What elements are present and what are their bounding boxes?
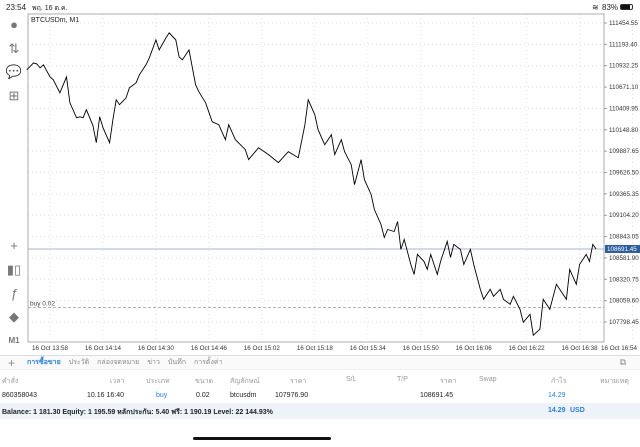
- x-tick-label: 16 Oct 15:50: [403, 345, 440, 352]
- y-axis: 111454.55 111193.40 110932.25 110671.10 1104…: [604, 20, 639, 326]
- wifi-icon: ≋: [592, 3, 599, 12]
- currency: USD: [570, 407, 585, 414]
- tab-news[interactable]: ข่าว: [147, 359, 160, 366]
- y-tick-label: 109365.35: [609, 191, 639, 198]
- col-size: ขนาด: [195, 378, 214, 385]
- col-price: ราคา: [290, 378, 307, 385]
- home-indicator: [193, 437, 331, 440]
- candles-icon[interactable]: ▮▯: [6, 262, 22, 277]
- total-profit: 14.29: [548, 407, 566, 414]
- indicator-icon[interactable]: ƒ: [10, 285, 18, 301]
- y-tick-label: 109887.65: [609, 148, 639, 155]
- symbol-label: BTCUSDm, M1: [31, 17, 79, 24]
- date: พฤ. 16 ต.ค.: [32, 5, 68, 12]
- col-price-current: ราคา: [440, 378, 457, 385]
- x-tick-label: 16 Oct 15:34: [350, 345, 387, 352]
- price-chart[interactable]: BTCUSDm, M1 buy 0.02 111454.55111193.401…: [0, 0, 640, 355]
- balance-row: Balance: 1 181.30 Equity: 1 195.59 หลักป…: [0, 403, 640, 419]
- y-tick-label: 109104.20: [609, 212, 639, 219]
- y-tick-label: 110148.80: [609, 127, 639, 134]
- col-profit: กำไร: [551, 378, 567, 385]
- col-type: ประเภท: [146, 378, 170, 385]
- battery-icon: [620, 4, 633, 10]
- x-tick-label: 16 Oct 13:58: [32, 345, 69, 352]
- x-tick-label: 16 Oct 14:14: [85, 345, 122, 352]
- tab-journal[interactable]: บันทึก: [167, 359, 186, 366]
- y-tick-label: 110671.10: [609, 84, 639, 91]
- objects-icon[interactable]: ◆: [9, 309, 19, 324]
- table-row[interactable]: 860358043 10.16 16:40 buy 0.02 btcusdm 1…: [2, 392, 566, 399]
- x-tick-label: 16 Oct 16:22: [509, 345, 546, 352]
- tab-history[interactable]: ประวัติ: [68, 359, 90, 366]
- add-icon[interactable]: +: [8, 355, 16, 370]
- y-tick-label: 109626.50: [609, 170, 639, 177]
- account-icon[interactable]: ●: [10, 16, 18, 32]
- timeframe-button[interactable]: M1: [8, 335, 20, 345]
- new-order-icon[interactable]: ⊞: [8, 88, 20, 103]
- current-price-value: 108691.45: [607, 246, 637, 253]
- x-tick-label: 16 Oct 15:02: [244, 345, 281, 352]
- col-time: เวลา: [110, 378, 125, 385]
- col-comment: หมายเหตุ: [600, 378, 629, 385]
- y-tick-label: 108320.75: [609, 276, 639, 283]
- x-tick-label: 16 Oct 16:54: [601, 345, 638, 352]
- col-swap: Swap: [479, 376, 497, 383]
- bottom-tabs: + การซื้อขาย ประวัติ กล่องจดหมาย ข่าว บั…: [0, 355, 640, 370]
- y-tick-label: 108581.90: [609, 255, 639, 262]
- chat-icon[interactable]: 💬: [5, 64, 23, 79]
- y-tick-label: 108059.60: [609, 298, 639, 305]
- y-tick-label: 108843.05: [609, 234, 639, 241]
- chart-frame: [27, 13, 605, 343]
- layout-icon[interactable]: ⧉: [619, 357, 626, 367]
- col-sl: S/L: [346, 376, 357, 383]
- tab-settings[interactable]: การตั้งค่า: [193, 359, 223, 366]
- tab-trade[interactable]: การซื้อขาย: [27, 359, 61, 366]
- price-series-line: [26, 32, 597, 337]
- chart-grid: [28, 14, 634, 342]
- tab-mailbox[interactable]: กล่องจดหมาย: [97, 359, 140, 366]
- y-tick-label: 107798.45: [609, 319, 639, 326]
- trade-icon[interactable]: ⇅: [8, 41, 20, 56]
- x-tick-label: 16 Oct 16:06: [456, 345, 493, 352]
- x-axis: 16 Oct 13:58 16 Oct 14:14 16 Oct 14:30 16 O…: [32, 345, 638, 352]
- current-price-tag: [605, 244, 640, 253]
- table-header: คำสั่ง เวลา ประเภท ขนาด สัญลักษณ์ ราคา S…: [0, 372, 640, 387]
- crosshair-icon[interactable]: +: [10, 237, 18, 253]
- x-tick-label: 16 Oct 14:30: [138, 345, 175, 352]
- x-tick-label: 16 Oct 16:38: [562, 345, 599, 352]
- y-tick-label: 111454.55: [609, 20, 638, 27]
- col-tp: T/P: [397, 376, 408, 383]
- balance-text: Balance: 1 181.30 Equity: 1 195.59 หลักป…: [2, 409, 273, 416]
- y-tick-label: 111193.40: [609, 41, 638, 48]
- x-tick-label: 16 Oct 14:46: [191, 345, 228, 352]
- y-tick-label: 110409.95: [609, 105, 639, 112]
- clock: 23:54: [6, 3, 27, 12]
- battery-percent: 83%: [602, 3, 619, 12]
- order-line-label: buy 0.02: [30, 300, 55, 307]
- col-order: คำสั่ง: [2, 378, 19, 385]
- y-tick-label: 110932.25: [609, 63, 639, 70]
- status-bar: 23:54 พฤ. 16 ต.ค. ≋ 83%: [0, 0, 640, 14]
- x-tick-label: 16 Oct 15:18: [297, 345, 334, 352]
- col-symbol: สัญลักษณ์: [230, 378, 260, 385]
